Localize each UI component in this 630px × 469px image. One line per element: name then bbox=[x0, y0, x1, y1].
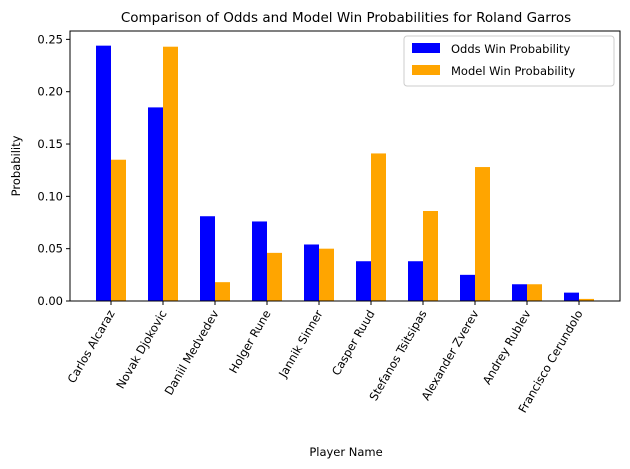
bar-odds-7 bbox=[460, 274, 475, 301]
x-tick-label: Casper Ruud bbox=[329, 308, 378, 378]
bar-model-3 bbox=[267, 252, 282, 301]
legend-swatch-model bbox=[412, 65, 440, 75]
x-tick-label: Alexander Zverev bbox=[418, 307, 481, 402]
bar-model-8 bbox=[527, 284, 542, 301]
y-tick-label: 0.00 bbox=[37, 294, 63, 308]
x-axis-label: Player Name bbox=[309, 445, 382, 459]
legend-swatch-odds bbox=[412, 43, 440, 53]
y-tick-label: 0.15 bbox=[37, 137, 63, 151]
y-tick-label: 0.20 bbox=[37, 85, 63, 99]
y-tick-label: 0.25 bbox=[37, 32, 63, 46]
bar-model-9 bbox=[579, 298, 594, 301]
bar-model-2 bbox=[215, 282, 230, 301]
bar-odds-9 bbox=[564, 292, 579, 301]
bar-odds-3 bbox=[252, 221, 267, 301]
bar-model-4 bbox=[319, 248, 334, 301]
bar-odds-0 bbox=[96, 45, 111, 302]
bar-odds-8 bbox=[512, 284, 527, 301]
bar-model-0 bbox=[111, 159, 126, 301]
bar-odds-5 bbox=[356, 261, 371, 301]
bar-model-7 bbox=[475, 167, 490, 301]
bar-odds-1 bbox=[148, 107, 163, 301]
legend: Odds Win Probability Model Win Probabili… bbox=[403, 35, 615, 87]
y-axis-label: Probability bbox=[9, 135, 23, 196]
plot-frame bbox=[69, 30, 621, 302]
bar-model-5 bbox=[371, 153, 386, 301]
y-axis: 0.00 0.05 0.10 0.15 0.20 0.25 bbox=[37, 32, 70, 308]
x-tick-label: Stefanos Tsitsipas bbox=[366, 307, 429, 403]
bars-group bbox=[96, 45, 594, 302]
bar-odds-4 bbox=[304, 244, 319, 301]
y-tick-label: 0.05 bbox=[37, 242, 63, 256]
legend-frame bbox=[403, 35, 615, 87]
bar-model-6 bbox=[423, 211, 438, 301]
legend-label-model: Model Win Probability bbox=[451, 64, 575, 78]
x-tick-label: Andrey Rublev bbox=[480, 307, 534, 387]
y-tick-label: 0.10 bbox=[37, 189, 63, 203]
x-tick-label: Carlos Alcaraz bbox=[65, 308, 118, 386]
x-tick-label: Novak Djokovic bbox=[113, 308, 169, 392]
legend-label-odds: Odds Win Probability bbox=[451, 42, 571, 56]
bar-odds-2 bbox=[200, 216, 215, 301]
bar-odds-6 bbox=[408, 261, 423, 301]
x-tick-label: Holger Rune bbox=[226, 308, 274, 376]
x-tick-label: Daniil Medvedev bbox=[162, 307, 222, 397]
x-tick-label: Jannik Sinner bbox=[275, 307, 325, 380]
chart-title: Comparison of Odds and Model Win Probabi… bbox=[121, 10, 571, 26]
bar-model-1 bbox=[163, 46, 178, 301]
